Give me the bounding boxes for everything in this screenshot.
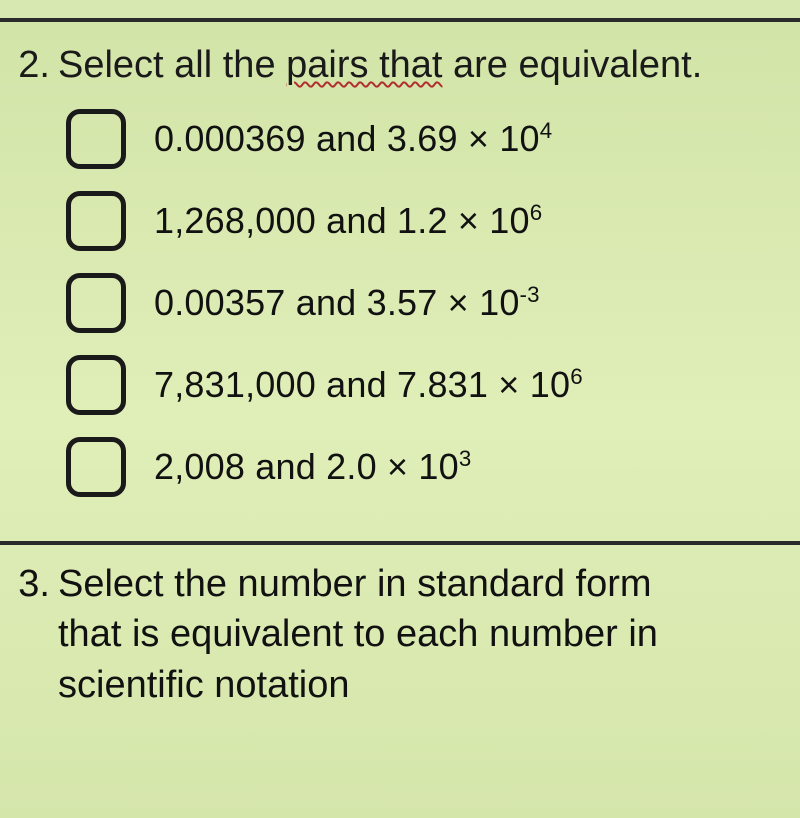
option-row: 7,831,000 and 7.831 × 106: [66, 355, 776, 415]
option-text: 0.000369 and 3.69 × 104: [154, 118, 552, 160]
option-row: 1,268,000 and 1.2 × 106: [66, 191, 776, 251]
q2-prompt-wavy: pairs that: [286, 44, 442, 86]
q3-line2: that is equivalent to each number in: [58, 613, 658, 655]
option-plain: 1,268,000 and 1.2 × 10: [154, 200, 530, 241]
option-exp: 3: [459, 446, 472, 471]
option-text: 0.00357 and 3.57 × 10-3: [154, 282, 540, 324]
option-plain: 0.000369 and 3.69 × 10: [154, 118, 540, 159]
option-plain: 0.00357 and 3.57 × 10: [154, 282, 520, 323]
option-exp: 6: [570, 364, 583, 389]
checkbox[interactable]: [66, 273, 126, 333]
q2-prompt-post: are equivalent.: [442, 44, 702, 86]
option-exp: 6: [530, 200, 543, 225]
q3-text: Select the number in standard form that …: [58, 559, 776, 709]
q2-prompt: 2. Select all the pairs that are equival…: [6, 40, 776, 91]
option-row: 2,008 and 2.0 × 103: [66, 437, 776, 497]
q3-number: 3.: [6, 559, 58, 709]
worksheet-page: { "background_color": "#d7e8b0", "divide…: [0, 18, 800, 818]
option-text: 7,831,000 and 7.831 × 106: [154, 364, 583, 406]
option-plain: 2,008 and 2.0 × 10: [154, 446, 459, 487]
q3-line1: Select the number in standard form: [58, 563, 652, 605]
option-exp: 4: [540, 118, 553, 143]
q3-prompt: 3. Select the number in standard form th…: [6, 559, 776, 709]
q2-number: 2.: [6, 40, 58, 91]
checkbox[interactable]: [66, 109, 126, 169]
option-row: 0.00357 and 3.57 × 10-3: [66, 273, 776, 333]
option-text: 1,268,000 and 1.2 × 106: [154, 200, 542, 242]
question-3: 3. Select the number in standard form th…: [0, 545, 800, 709]
q2-prompt-pre: Select all the: [58, 44, 286, 86]
option-text: 2,008 and 2.0 × 103: [154, 446, 471, 488]
option-plain: 7,831,000 and 7.831 × 10: [154, 364, 570, 405]
q3-line3: scientific notation: [58, 664, 350, 706]
q2-text: Select all the pairs that are equivalent…: [58, 40, 776, 91]
option-exp: -3: [520, 282, 540, 307]
q2-options: 0.000369 and 3.69 × 104 1,268,000 and 1.…: [66, 109, 776, 497]
question-2: 2. Select all the pairs that are equival…: [0, 22, 800, 541]
checkbox[interactable]: [66, 355, 126, 415]
checkbox[interactable]: [66, 437, 126, 497]
checkbox[interactable]: [66, 191, 126, 251]
option-row: 0.000369 and 3.69 × 104: [66, 109, 776, 169]
